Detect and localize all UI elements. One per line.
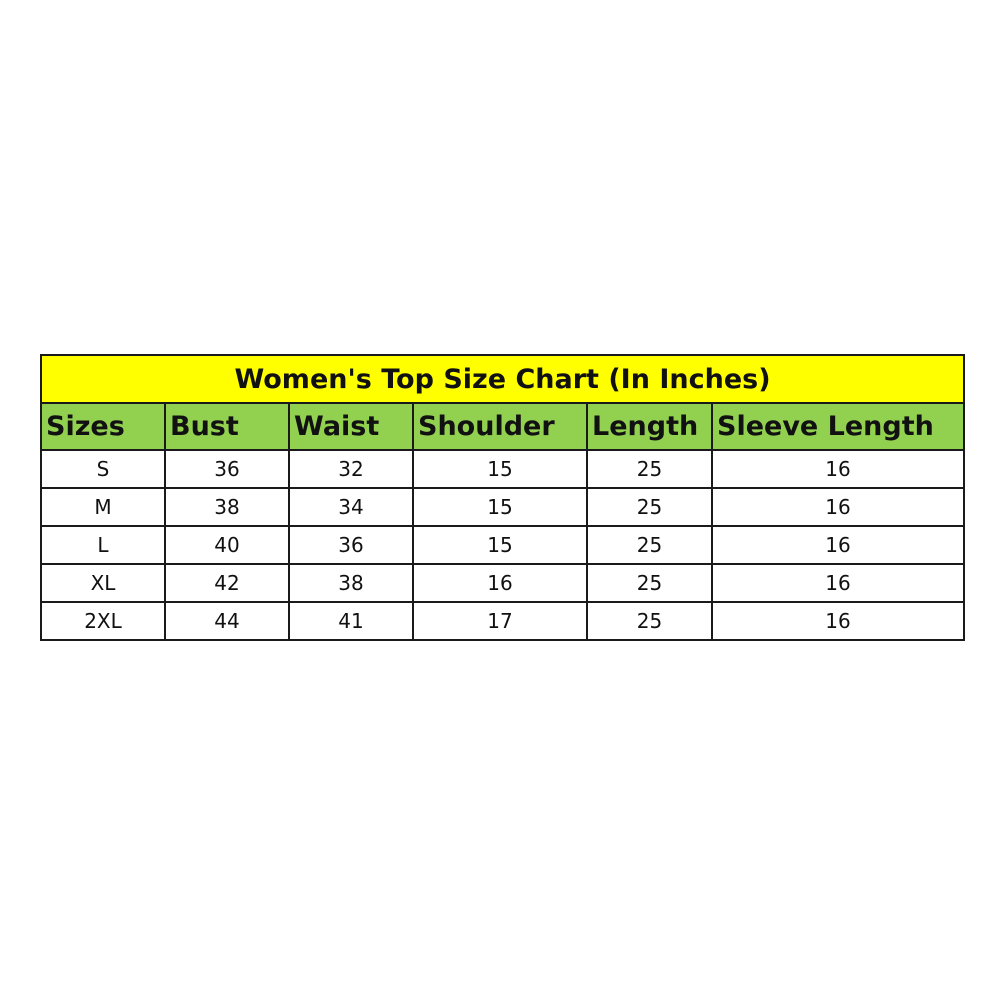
cell-bust: 40 bbox=[164, 525, 290, 565]
cell-waist: 41 bbox=[288, 601, 414, 641]
cell-shoulder: 15 bbox=[412, 449, 588, 489]
cell-length: 25 bbox=[586, 525, 713, 565]
cell-bust: 42 bbox=[164, 563, 290, 603]
table-row: 2XL 44 41 17 25 16 bbox=[40, 601, 965, 641]
title-row: Women's Top Size Chart (In Inches) bbox=[40, 354, 965, 404]
cell-waist: 32 bbox=[288, 449, 414, 489]
cell-size: S bbox=[40, 449, 166, 489]
cell-length: 25 bbox=[586, 563, 713, 603]
cell-waist: 34 bbox=[288, 487, 414, 527]
header-sleeve-length: Sleeve Length bbox=[711, 402, 965, 451]
cell-waist: 38 bbox=[288, 563, 414, 603]
cell-length: 25 bbox=[586, 487, 713, 527]
cell-shoulder: 16 bbox=[412, 563, 588, 603]
cell-sleeve-length: 16 bbox=[711, 487, 965, 527]
cell-shoulder: 15 bbox=[412, 525, 588, 565]
header-waist: Waist bbox=[288, 402, 414, 451]
cell-sleeve-length: 16 bbox=[711, 563, 965, 603]
size-chart-table: Women's Top Size Chart (In Inches) Sizes… bbox=[40, 354, 965, 641]
header-bust: Bust bbox=[164, 402, 290, 451]
cell-size: L bbox=[40, 525, 166, 565]
cell-size: XL bbox=[40, 563, 166, 603]
cell-sleeve-length: 16 bbox=[711, 601, 965, 641]
table-row: M 38 34 15 25 16 bbox=[40, 487, 965, 527]
table-title: Women's Top Size Chart (In Inches) bbox=[40, 354, 965, 404]
cell-size: M bbox=[40, 487, 166, 527]
cell-size: 2XL bbox=[40, 601, 166, 641]
header-length: Length bbox=[586, 402, 713, 451]
cell-bust: 36 bbox=[164, 449, 290, 489]
cell-waist: 36 bbox=[288, 525, 414, 565]
cell-shoulder: 15 bbox=[412, 487, 588, 527]
table-row: XL 42 38 16 25 16 bbox=[40, 563, 965, 603]
cell-length: 25 bbox=[586, 601, 713, 641]
cell-length: 25 bbox=[586, 449, 713, 489]
cell-bust: 44 bbox=[164, 601, 290, 641]
header-sizes: Sizes bbox=[40, 402, 166, 451]
cell-bust: 38 bbox=[164, 487, 290, 527]
cell-shoulder: 17 bbox=[412, 601, 588, 641]
cell-sleeve-length: 16 bbox=[711, 525, 965, 565]
table-row: S 36 32 15 25 16 bbox=[40, 449, 965, 489]
cell-sleeve-length: 16 bbox=[711, 449, 965, 489]
header-row: Sizes Bust Waist Shoulder Length Sleeve … bbox=[40, 402, 965, 451]
header-shoulder: Shoulder bbox=[412, 402, 588, 451]
table-row: L 40 36 15 25 16 bbox=[40, 525, 965, 565]
